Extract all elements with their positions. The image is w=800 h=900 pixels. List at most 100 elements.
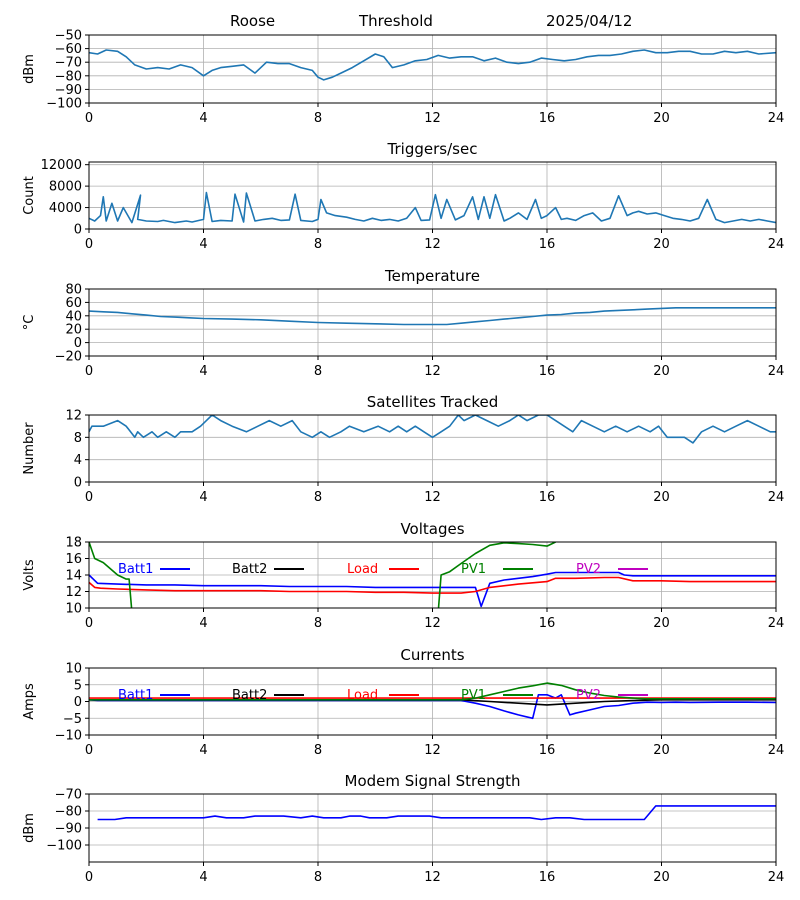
date-label: 2025/04/12	[546, 12, 633, 30]
legend-label-pv1: PV1	[461, 688, 486, 703]
x-tick-label: 8	[314, 870, 322, 885]
x-tick-label: 12	[424, 490, 441, 505]
legend-label-batt1: Batt1	[118, 562, 153, 577]
x-tick-label: 16	[539, 870, 556, 885]
chart-panel-5: 0 4 8 12 16 20 24 −10 −5 0 510 Amps Currents Batt1 Bat…	[22, 646, 784, 758]
x-tick-label: 16	[539, 111, 556, 126]
y-tick-label: −100	[46, 97, 82, 112]
chart-panel-0: 0 4 8 12 16 20 24 −50−60−70−80−90−100 dBm	[22, 29, 784, 127]
y-tick-label: 10	[65, 662, 82, 677]
y-tick-label: 60	[65, 296, 82, 311]
y-tick-label: −10	[55, 729, 82, 744]
x-tick-label: 0	[85, 616, 93, 631]
x-tick-label: 4	[199, 616, 207, 631]
chart-title: Modem Signal Strength	[345, 772, 521, 790]
x-tick-label: 0	[85, 743, 93, 758]
x-tick-label: 20	[653, 237, 670, 252]
y-tick-label: −60	[55, 42, 82, 57]
series-line-0	[89, 306, 776, 326]
x-tick-label: 8	[314, 111, 322, 126]
x-tick-label: 8	[314, 364, 322, 379]
y-tick-label: 40	[65, 309, 82, 324]
x-tick-label: 20	[653, 870, 670, 885]
x-tick-label: 24	[768, 616, 785, 631]
x-tick-label: 4	[199, 364, 207, 379]
chart-title: Temperature	[384, 267, 480, 285]
chart-title: Satellites Tracked	[367, 393, 498, 411]
x-tick-label: 20	[653, 616, 670, 631]
y-tick-label: −80	[55, 805, 82, 820]
y-tick-label: 12000	[41, 158, 82, 173]
x-tick-label: 16	[539, 490, 556, 505]
x-tick-label: 0	[85, 490, 93, 505]
y-axis-label: dBm	[22, 813, 37, 843]
series-line-batt1	[89, 571, 776, 608]
chart-panel-1: 0 4 8 12 16 20 24 0 4000 8000 12000 Count Triggers/s…	[22, 140, 784, 252]
y-tick-label: 0	[74, 476, 82, 491]
y-tick-label: 5	[74, 678, 82, 693]
x-tick-label: 0	[85, 111, 93, 126]
x-tick-label: 12	[424, 111, 441, 126]
series-line-pv1	[89, 682, 776, 701]
x-tick-label: 20	[653, 364, 670, 379]
x-tick-label: 12	[424, 237, 441, 252]
y-tick-label: 10	[65, 602, 82, 617]
y-axis-label: Count	[22, 176, 37, 215]
y-tick-label: 16	[65, 552, 82, 567]
legend-label-batt2: Batt2	[232, 688, 267, 703]
chart-title: Currents	[400, 646, 464, 664]
x-tick-label: 12	[424, 364, 441, 379]
legend-label-load: Load	[347, 688, 378, 703]
x-tick-label: 24	[768, 364, 785, 379]
y-axis-label: Volts	[22, 559, 37, 591]
y-tick-label: 8	[74, 431, 82, 446]
y-axis-label: Amps	[22, 683, 37, 720]
legend-label-batt2: Batt2	[232, 562, 267, 577]
legend-label-pv2: PV2	[576, 688, 601, 703]
y-tick-label: 4	[74, 453, 82, 468]
chart-panel-6: 0 4 8 12 16 20 24 −70 −80 −90 −100 dBm Modem Signal …	[22, 772, 784, 885]
station-name: Roose	[230, 12, 276, 30]
y-tick-label: 14	[65, 569, 82, 584]
chart-title: Triggers/sec	[387, 140, 478, 158]
x-tick-label: 24	[768, 111, 785, 126]
x-tick-label: 16	[539, 743, 556, 758]
y-tick-label: 12	[65, 409, 82, 424]
chart-title: Voltages	[400, 520, 464, 538]
series-line-0	[89, 415, 776, 444]
legend-label-pv1: PV1	[461, 562, 486, 577]
series-line-pv1-afternoon-	[437, 542, 556, 608]
y-tick-label: −5	[63, 712, 82, 727]
y-tick-label: −90	[55, 83, 82, 98]
legend-label-batt1: Batt1	[118, 688, 153, 703]
series-line-pv1	[89, 542, 133, 608]
series-line-0	[89, 191, 776, 224]
series-line-0	[97, 805, 776, 821]
x-tick-label: 8	[314, 237, 322, 252]
y-tick-label: −70	[55, 56, 82, 71]
x-tick-label: 12	[424, 743, 441, 758]
x-tick-label: 24	[768, 237, 785, 252]
x-tick-label: 8	[314, 743, 322, 758]
y-tick-label: 4000	[49, 201, 82, 216]
x-tick-label: 24	[768, 743, 785, 758]
x-tick-label: 12	[424, 616, 441, 631]
x-tick-label: 16	[539, 237, 556, 252]
y-tick-label: 8000	[49, 180, 82, 195]
x-tick-label: 4	[199, 490, 207, 505]
y-tick-label: 0	[74, 223, 82, 238]
y-axis-label: °C	[22, 315, 37, 331]
x-tick-label: 4	[199, 237, 207, 252]
x-tick-label: 0	[85, 870, 93, 885]
y-tick-label: −50	[55, 29, 82, 44]
x-tick-label: 24	[768, 490, 785, 505]
x-tick-label: 4	[199, 111, 207, 126]
y-tick-label: 0	[74, 336, 82, 351]
series-line-load	[89, 576, 776, 594]
chart-panel-3: 0 4 8 12 16 20 24 0 4 8 12 Number Satellites Tracked	[22, 393, 784, 505]
x-tick-label: 8	[314, 616, 322, 631]
legend-label-load: Load	[347, 562, 378, 577]
